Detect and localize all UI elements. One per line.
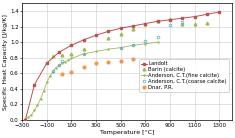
Barin (calcite) bbox=[181, 24, 184, 25]
Anderson, C.T.(fine calcite) bbox=[58, 65, 60, 66]
Landolt bbox=[168, 19, 171, 21]
Anderson, C.T.(fine calcite) bbox=[39, 98, 42, 100]
Anderson, C.T.(fine calcite) bbox=[24, 118, 27, 120]
Landolt bbox=[156, 20, 159, 22]
Anderson, C.T.(fine calcite) bbox=[51, 71, 54, 72]
Y-axis label: Specific Heat Capacity [J/kg/K]: Specific Heat Capacity [J/kg/K] bbox=[4, 14, 8, 110]
Anderson, C.T.(fine calcite) bbox=[27, 116, 30, 118]
Dnar, P.R. bbox=[82, 66, 85, 68]
Anderson, C.T.(coarse calcite) bbox=[58, 65, 60, 66]
Barin (calcite) bbox=[156, 20, 159, 22]
Barin (calcite) bbox=[168, 18, 171, 20]
Anderson, C.T.(fine calcite) bbox=[70, 58, 73, 59]
Landolt bbox=[107, 30, 110, 32]
Anderson, C.T.(fine calcite) bbox=[144, 43, 147, 45]
Landolt bbox=[119, 27, 122, 29]
Anderson, C.T.(fine calcite) bbox=[64, 61, 67, 62]
Anderson, C.T.(coarse calcite) bbox=[119, 47, 122, 48]
Landolt bbox=[95, 34, 98, 36]
Barin (calcite) bbox=[61, 55, 63, 56]
Line: Dnar, P.R.: Dnar, P.R. bbox=[61, 58, 134, 75]
Legend: Landolt, Barin (calcite), Anderson, C.T.(fine calcite), Anderson, C.T.(coarse ca: Landolt, Barin (calcite), Anderson, C.T.… bbox=[139, 59, 229, 92]
Landolt bbox=[45, 62, 48, 64]
Dnar, P.R. bbox=[107, 61, 110, 62]
Anderson, C.T.(fine calcite) bbox=[82, 53, 85, 55]
Anderson, C.T.(coarse calcite) bbox=[144, 40, 147, 42]
Landolt bbox=[58, 51, 60, 53]
Anderson, C.T.(coarse calcite) bbox=[168, 24, 171, 26]
Anderson, C.T.(coarse calcite) bbox=[132, 44, 134, 46]
Dnar, P.R. bbox=[61, 73, 63, 75]
Line: Anderson, C.T.(fine calcite): Anderson, C.T.(fine calcite) bbox=[24, 41, 159, 120]
Anderson, C.T.(coarse calcite) bbox=[82, 53, 85, 55]
Anderson, C.T.(fine calcite) bbox=[45, 82, 48, 83]
Anderson, C.T.(fine calcite) bbox=[33, 110, 36, 111]
Landolt bbox=[33, 84, 36, 86]
Anderson, C.T.(fine calcite) bbox=[132, 44, 134, 46]
Anderson, C.T.(coarse calcite) bbox=[51, 70, 54, 72]
Landolt bbox=[218, 11, 221, 13]
Dnar, P.R. bbox=[132, 58, 134, 60]
Barin (calcite) bbox=[144, 24, 147, 25]
Landolt bbox=[132, 25, 134, 27]
Landolt bbox=[24, 119, 27, 120]
Barin (calcite) bbox=[205, 22, 208, 24]
Line: Barin (calcite): Barin (calcite) bbox=[51, 18, 208, 58]
Barin (calcite) bbox=[107, 37, 110, 38]
Dnar, P.R. bbox=[95, 62, 98, 64]
Anderson, C.T.(fine calcite) bbox=[61, 62, 63, 64]
Anderson, C.T.(fine calcite) bbox=[107, 48, 110, 50]
Anderson, C.T.(fine calcite) bbox=[42, 90, 45, 92]
Barin (calcite) bbox=[132, 28, 134, 30]
Barin (calcite) bbox=[70, 53, 73, 55]
X-axis label: Temperature [°C]: Temperature [°C] bbox=[100, 130, 154, 135]
Barin (calcite) bbox=[193, 23, 196, 24]
Dnar, P.R. bbox=[70, 71, 73, 72]
Landolt bbox=[181, 17, 184, 19]
Barin (calcite) bbox=[119, 33, 122, 34]
Anderson, C.T.(fine calcite) bbox=[67, 59, 70, 61]
Anderson, C.T.(fine calcite) bbox=[156, 41, 159, 43]
Anderson, C.T.(coarse calcite) bbox=[61, 60, 63, 62]
Landolt bbox=[82, 39, 85, 41]
Anderson, C.T.(coarse calcite) bbox=[156, 36, 159, 38]
Anderson, C.T.(fine calcite) bbox=[48, 75, 51, 77]
Barin (calcite) bbox=[82, 48, 85, 50]
Landolt bbox=[205, 14, 208, 15]
Landolt bbox=[193, 16, 196, 18]
Anderson, C.T.(fine calcite) bbox=[55, 67, 57, 69]
Anderson, C.T.(fine calcite) bbox=[30, 114, 33, 116]
Landolt bbox=[70, 44, 73, 46]
Barin (calcite) bbox=[51, 55, 54, 57]
Anderson, C.T.(fine calcite) bbox=[95, 51, 98, 52]
Landolt bbox=[144, 23, 147, 24]
Line: Landolt: Landolt bbox=[24, 11, 220, 121]
Anderson, C.T.(coarse calcite) bbox=[181, 21, 184, 23]
Anderson, C.T.(fine calcite) bbox=[119, 47, 122, 48]
Anderson, C.T.(fine calcite) bbox=[36, 104, 39, 106]
Line: Anderson, C.T.(coarse calcite): Anderson, C.T.(coarse calcite) bbox=[51, 21, 184, 72]
Dnar, P.R. bbox=[119, 60, 122, 62]
